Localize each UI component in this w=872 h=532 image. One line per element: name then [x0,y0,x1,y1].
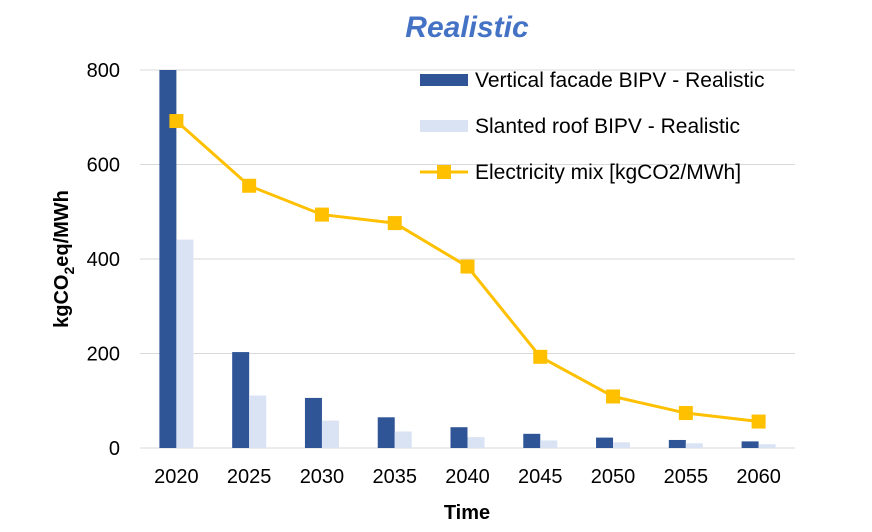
legend-swatch [420,74,468,86]
chart-title: Realistic [405,11,529,44]
line-point-marker [460,259,475,274]
bar-slanted-roof [758,444,776,448]
x-tick-label: 2055 [664,466,709,488]
bar-slanted-roof [467,437,485,448]
bar-slanted-roof [540,440,558,448]
y-axis-title: kgCO2eq/MWh [51,190,77,328]
x-tick-label: 2040 [445,466,490,488]
x-tick-labels: 2020 2025 2030 2035 2040 2045 2050 2055 2060 [154,466,781,488]
legend-swatch [420,120,468,132]
bar-vertical-facade [232,352,250,448]
bar-slanted-roof [176,239,194,448]
x-tick-label: 2045 [518,466,563,488]
legend: Vertical facade BIPV - Realistic Slanted … [420,69,764,184]
line-point-marker [606,389,621,404]
line-point-marker [169,114,184,129]
line-point-marker [751,414,766,429]
legend-label: Slanted roof BIPV - Realistic [475,115,740,138]
y-tick-label: 600 [87,155,120,177]
bar-vertical-facade [741,441,759,448]
x-tick-label: 2050 [591,466,636,488]
bars [159,70,776,448]
y-tick-label: 400 [87,249,120,271]
bar-vertical-facade [159,70,177,448]
bar-slanted-roof [249,395,267,448]
line-point-marker [678,406,693,421]
bar-vertical-facade [668,439,686,448]
bar-slanted-roof [613,442,631,448]
line-point-marker [387,216,402,231]
legend-marker [437,165,451,179]
y-tick-label: 0 [109,438,120,460]
line-point-marker [242,178,257,193]
line-point-marker [533,349,548,364]
legend-label: Electricity mix [kgCO2/MWh] [475,161,741,184]
x-axis-title: Time [444,502,490,524]
x-tick-label: 2060 [736,466,781,488]
bar-vertical-facade [304,397,322,448]
bar-slanted-roof [685,443,703,448]
y-tick-label: 800 [87,60,120,82]
bar-slanted-roof [394,431,412,448]
bar-vertical-facade [523,433,541,448]
x-tick-label: 2020 [154,466,199,488]
y-tick-label: 200 [87,344,120,366]
x-tick-label: 2030 [300,466,345,488]
line-point-marker [314,207,329,222]
x-tick-label: 2025 [227,466,272,488]
bar-vertical-facade [596,437,614,448]
line-series [169,114,766,429]
legend-label: Vertical facade BIPV - Realistic [475,69,764,92]
x-tick-label: 2035 [372,466,417,488]
bar-slanted-roof [321,420,339,448]
y-tick-labels: 0 200 400 600 800 [87,60,120,460]
bar-vertical-facade [450,427,468,448]
bar-vertical-facade [377,417,395,448]
